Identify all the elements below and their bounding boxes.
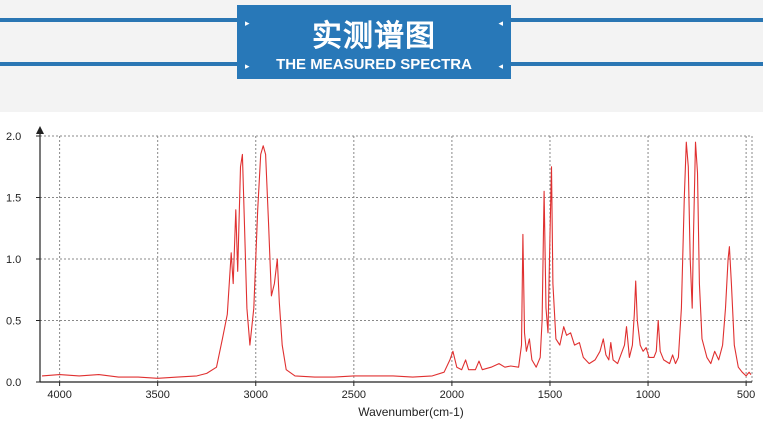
x-axis-label: Wavenumber(cm-1) [358, 405, 464, 419]
chart-grid [40, 135, 753, 382]
arrow-left-icon: ◂ [498, 18, 503, 28]
x-tick-label: 4000 [47, 389, 71, 401]
spectrum-chart: 4000 3500 3000 2500 2000 1500 1000 500 0.0 0.5 1.0… [6, 126, 755, 419]
x-tick-label: 3500 [145, 389, 169, 401]
x-tick-label: 2000 [440, 389, 464, 401]
arrow-right-icon: ▸ [245, 18, 250, 28]
y-axis-arrow [36, 126, 44, 134]
chart-axes [36, 126, 752, 386]
chart-tick-labels: 4000 3500 3000 2500 2000 1500 1000 500 0.0 0.5 1.0… [6, 131, 755, 401]
x-tick-label: 1500 [538, 389, 562, 401]
header-banner: ▸ ◂ ▸ ◂ 实测谱图 THE MEASURED SPECTRA [0, 0, 763, 112]
page-title-cn: 实测谱图 [312, 19, 436, 54]
y-tick-label: 0.5 [6, 316, 21, 328]
x-tick-label: 3000 [244, 389, 268, 401]
y-tick-label: 1.5 [6, 193, 21, 205]
y-tick-label: 1.0 [6, 254, 21, 266]
arrow-left-icon: ◂ [498, 61, 503, 71]
chart-series [41, 141, 752, 379]
header-title-box: ▸ ◂ ▸ ◂ 实测谱图 THE MEASURED SPECTRA [237, 5, 511, 79]
x-tick-label: 500 [737, 389, 755, 401]
page-title-en: THE MEASURED SPECTRA [276, 56, 472, 73]
x-tick-label: 2500 [342, 389, 366, 401]
spectrum-line [41, 141, 752, 379]
arrow-right-icon: ▸ [245, 61, 250, 71]
y-tick-label: 0.0 [6, 377, 21, 389]
x-tick-label: 1000 [636, 389, 660, 401]
y-tick-label: 2.0 [6, 131, 21, 143]
